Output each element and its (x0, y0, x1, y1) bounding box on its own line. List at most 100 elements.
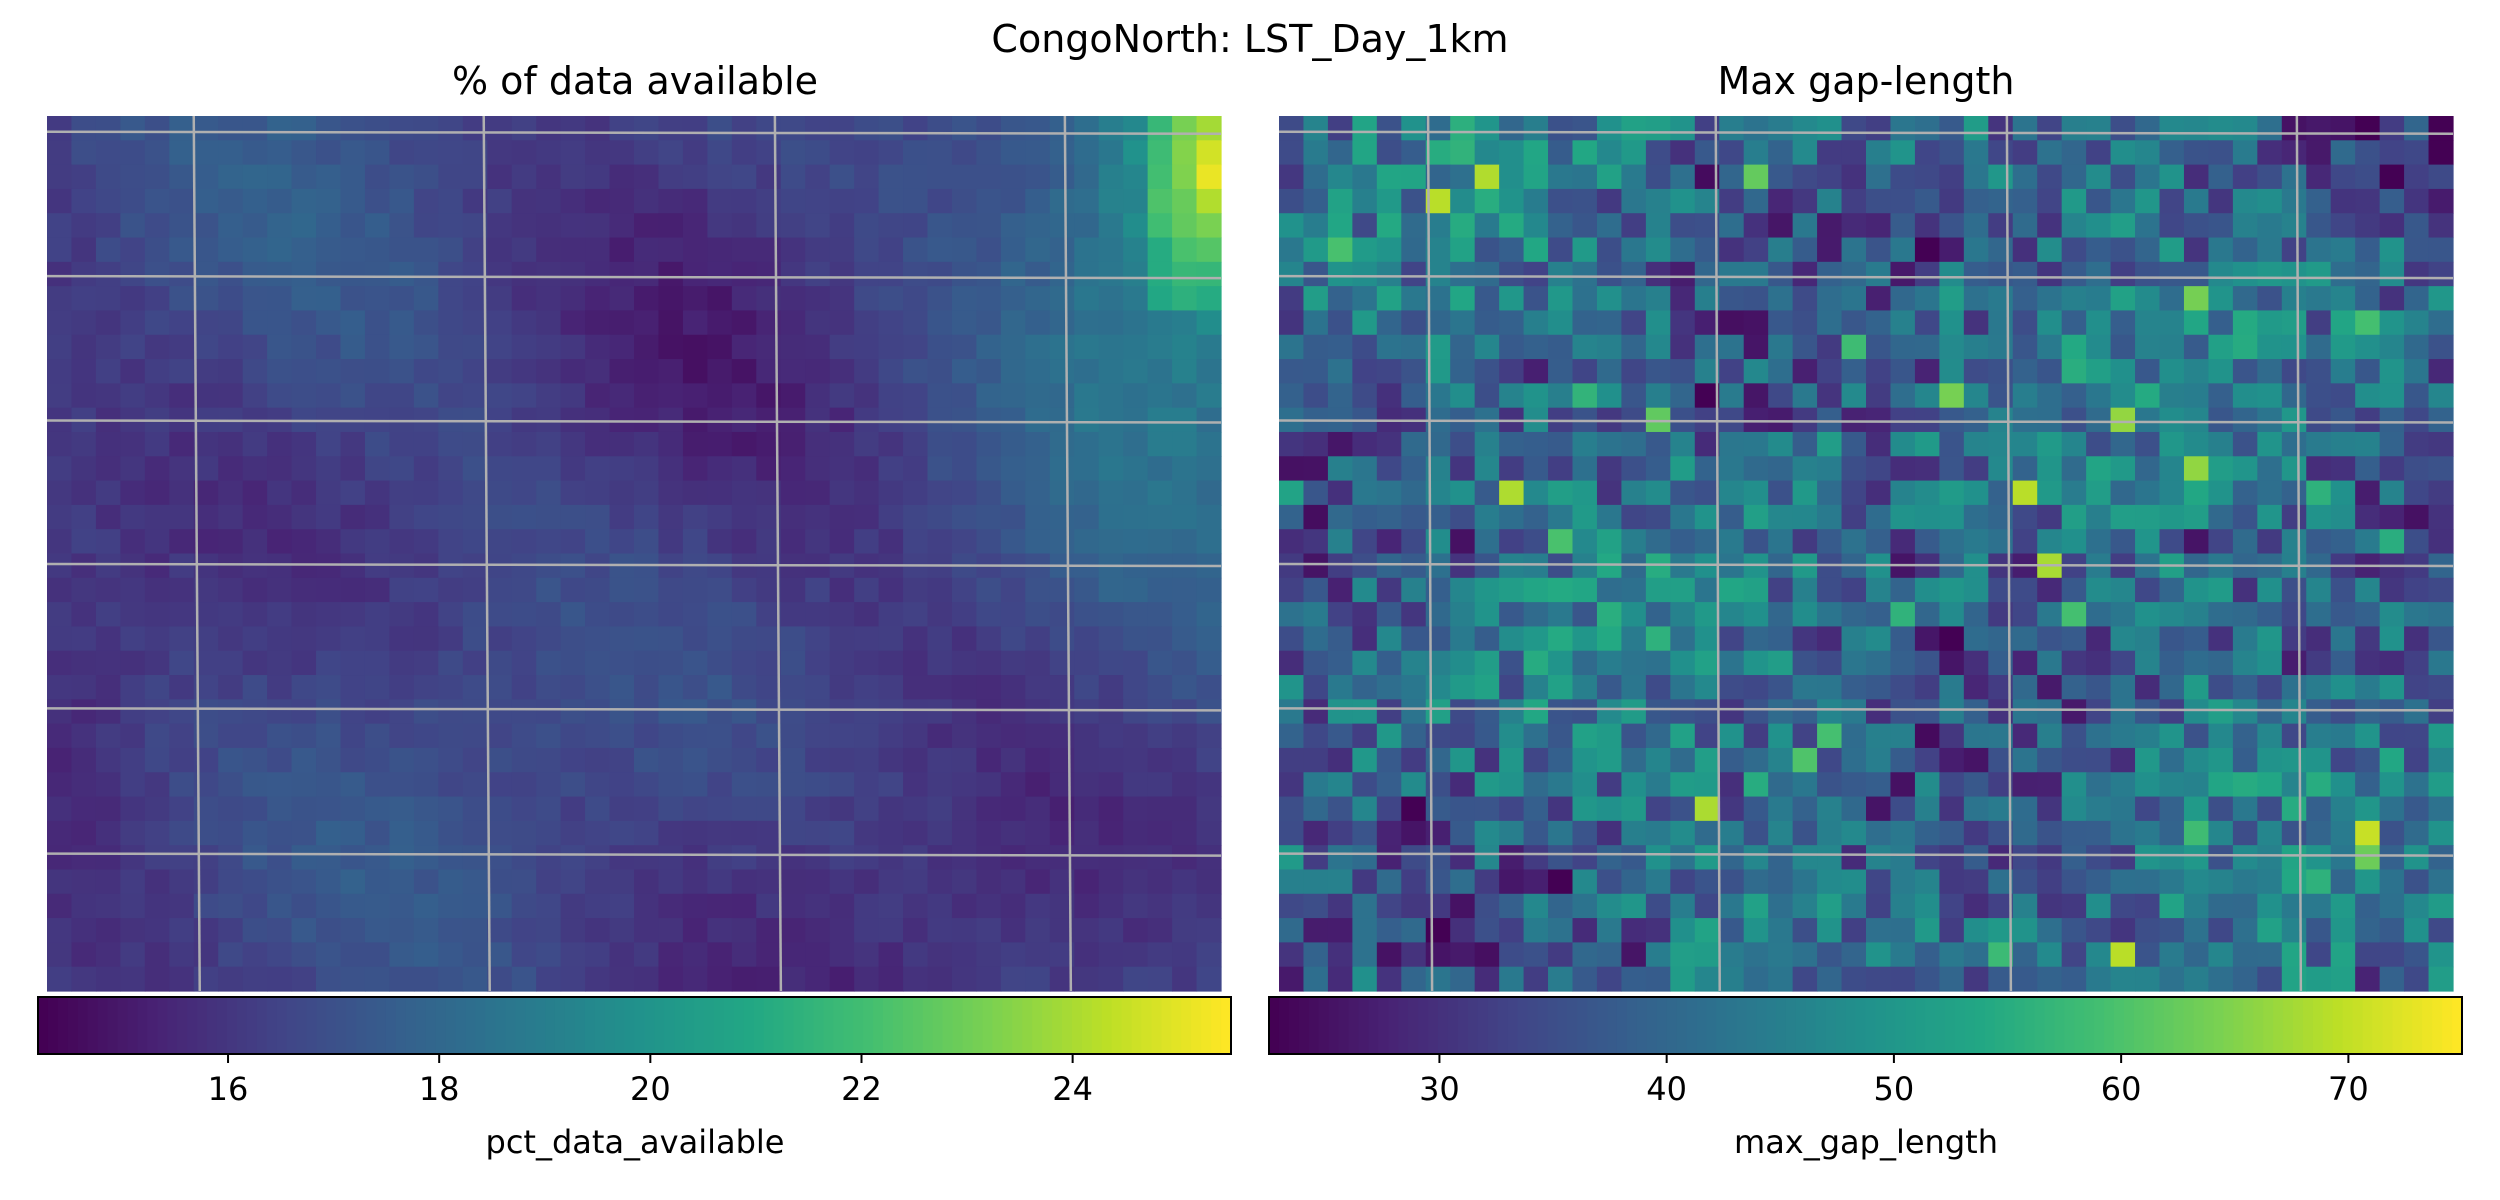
heatmap-cell (536, 140, 562, 166)
heatmap-cell (805, 942, 831, 968)
heatmap-cell (536, 796, 562, 822)
heatmap-cell (1523, 504, 1549, 530)
heatmap-cell (1841, 966, 1867, 992)
heatmap-cell (1866, 747, 1892, 773)
heatmap-cell (291, 237, 317, 263)
heatmap-cell (1841, 237, 1867, 263)
heatmap-cell (2281, 747, 2307, 773)
heatmap-cell (780, 747, 806, 773)
colorbar-segment (1795, 997, 1807, 1054)
heatmap-cell (1376, 966, 1402, 992)
gridlines-right (1278, 115, 2454, 992)
heatmap-cell (560, 699, 586, 725)
heatmap-cell (2061, 845, 2087, 871)
panel-title-right: Max gap-length (1717, 59, 2014, 103)
heatmap-cell (903, 213, 929, 239)
heatmap-cell (1327, 796, 1353, 822)
heatmap-cell (169, 650, 195, 676)
colorbar-segment (2402, 997, 2414, 1054)
heatmap-cell (1743, 966, 1769, 992)
heatmap-cell (2257, 845, 2283, 871)
heatmap-cell (1376, 164, 1402, 190)
heatmap-cell (242, 577, 268, 603)
heatmap-cell (1743, 164, 1769, 190)
colorbar-label-left: pct_data_available (486, 1123, 785, 1161)
heatmap-cell (1792, 893, 1818, 919)
heatmap-cell (2159, 626, 2185, 652)
heatmap-cell (1596, 796, 1623, 822)
heatmap-cell (242, 431, 268, 457)
heatmap-cell (71, 675, 97, 700)
heatmap-cell (1025, 796, 1051, 822)
heatmap-cell (2086, 456, 2112, 482)
heatmap-cell (536, 577, 562, 603)
heatmap-cell (487, 188, 513, 214)
heatmap-cell (2037, 213, 2063, 239)
heatmap-cell (927, 650, 953, 676)
heatmap-cell (144, 650, 170, 676)
heatmap-cell (1572, 116, 1598, 141)
heatmap-cell (144, 602, 170, 628)
heatmap-cell (389, 383, 415, 409)
heatmap-cell (1694, 796, 1720, 822)
heatmap-cell (2183, 213, 2210, 239)
heatmap-cell (1025, 626, 1051, 652)
heatmap-cell (2086, 942, 2112, 968)
heatmap-cell (2086, 431, 2112, 457)
heatmap-cell (2037, 918, 2063, 943)
heatmap-cell (1890, 359, 1916, 384)
heatmap-cell (438, 602, 464, 628)
heatmap-cell (1670, 334, 1696, 360)
colorbar-segment (2014, 997, 2026, 1054)
heatmap-cell (707, 675, 733, 700)
heatmap-cell (2208, 869, 2234, 895)
heatmap-cell (47, 261, 73, 287)
heatmap-cell (1303, 116, 1329, 141)
heatmap-cell (242, 310, 268, 336)
heatmap-cell (2183, 286, 2210, 312)
heatmap-cell (1743, 796, 1769, 822)
heatmap-cell (2428, 893, 2454, 919)
heatmap-cell (71, 577, 97, 603)
heatmap-cell (1196, 577, 1222, 603)
heatmap-cell (1939, 334, 1965, 360)
heatmap-cell (682, 675, 708, 700)
heatmap-cell (927, 383, 953, 409)
heatmap-cell (1719, 845, 1745, 871)
heatmap-cell (71, 383, 97, 409)
heatmap-cell (267, 383, 293, 409)
heatmap-cell (1376, 529, 1402, 555)
heatmap-cell (1074, 602, 1100, 628)
heatmap-cell (1474, 553, 1500, 579)
heatmap-cell (1523, 383, 1549, 409)
heatmap-cell (976, 188, 1002, 214)
heatmap-cell (1523, 650, 1549, 676)
heatmap-cell (95, 188, 121, 214)
heatmap-cell (1548, 188, 1574, 214)
heatmap-cell (1303, 747, 1329, 773)
heatmap-cell (2086, 966, 2112, 992)
colorbar-segment (1438, 997, 1449, 1054)
heatmap-cell (1719, 213, 1745, 239)
heatmap-cell (756, 116, 782, 141)
heatmap-cell (2208, 796, 2234, 822)
heatmap-cell (1939, 650, 1965, 676)
heatmap-cell (1963, 261, 1989, 287)
heatmap-cell (2330, 675, 2356, 700)
heatmap-cell (462, 480, 488, 506)
heatmap-cell (2306, 772, 2332, 798)
heatmap-cell (1963, 504, 1989, 530)
heatmap-cell (780, 164, 806, 190)
heatmap-cell (2061, 116, 2087, 141)
heatmap-cell (1719, 359, 1745, 384)
heatmap-cell (756, 675, 782, 700)
heatmap-cell (1000, 577, 1026, 603)
heatmap-cell (976, 966, 1002, 992)
heatmap-cell (609, 723, 635, 749)
heatmap-cell (1172, 407, 1198, 433)
heatmap-cell (2135, 140, 2161, 166)
heatmap-cell (2428, 431, 2454, 457)
heatmap-cell (1147, 723, 1173, 749)
heatmap-cell (2183, 723, 2210, 749)
heatmap-cell (1841, 577, 1867, 603)
